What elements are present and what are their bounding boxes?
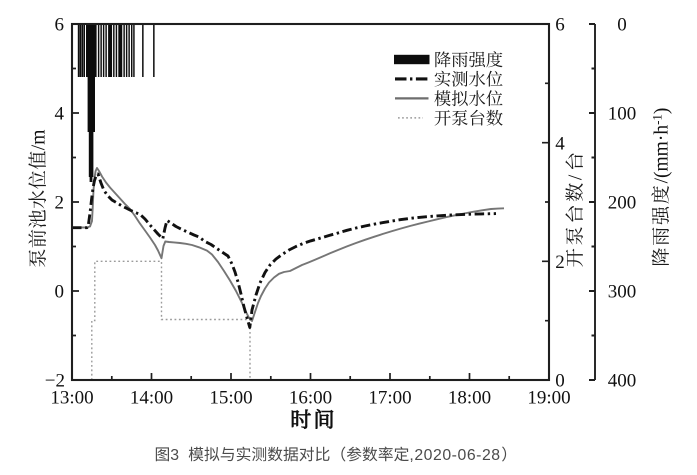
svg-text:,2020-06-28: ,2020-06-28 (409, 447, 500, 464)
svg-text:3: 3 (170, 447, 179, 464)
svg-text:16:00: 16:00 (289, 387, 332, 408)
svg-text:0: 0 (55, 282, 65, 303)
svg-text:19:00: 19:00 (527, 387, 570, 408)
svg-text:4: 4 (555, 133, 565, 154)
svg-text:2: 2 (555, 252, 565, 273)
svg-text:6: 6 (55, 15, 65, 36)
svg-text:6: 6 (555, 15, 565, 36)
svg-text:14:00: 14:00 (130, 387, 173, 408)
svg-text:2: 2 (55, 193, 65, 214)
svg-text:0: 0 (555, 371, 565, 392)
svg-text:15:00: 15:00 (209, 387, 252, 408)
svg-text:100: 100 (608, 104, 637, 125)
svg-text:/m: /m (29, 130, 50, 151)
svg-text:−2: −2 (45, 371, 65, 392)
svg-text:200: 200 (608, 193, 637, 214)
svg-text:/: / (566, 174, 587, 180)
svg-text:300: 300 (608, 282, 637, 303)
svg-text:/(mm·h-1): /(mm·h-1) (650, 108, 673, 184)
svg-text:18:00: 18:00 (448, 387, 491, 408)
svg-text:13:00: 13:00 (50, 387, 93, 408)
svg-text:4: 4 (55, 104, 65, 125)
svg-text:17:00: 17:00 (368, 387, 411, 408)
svg-text:0: 0 (617, 15, 627, 36)
svg-text:400: 400 (608, 371, 637, 392)
